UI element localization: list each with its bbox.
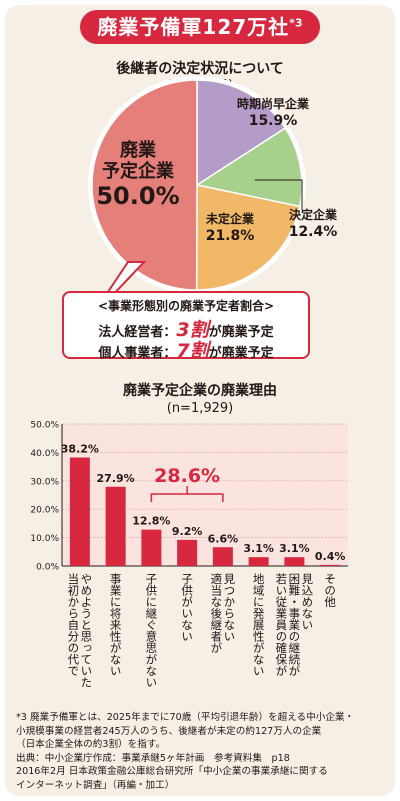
pie-label-jiki-name: 時期尚早企業 bbox=[236, 97, 309, 111]
footnote-line: 2016年2月 日本政策金融公庫総合研究所「中小企業の事業承継に関する bbox=[16, 766, 328, 777]
callout-heading: <事業形態別の廃業予定者割合> bbox=[97, 299, 275, 313]
pie-label-haigyo: 廃業 予定企業 50.0% bbox=[88, 140, 188, 210]
category-label: 事業に将来性がない bbox=[109, 573, 123, 677]
bar-value-label: 9.2% bbox=[172, 525, 203, 538]
bar-4 bbox=[212, 547, 233, 566]
footnote-line: インターネット調査」（再編・加工） bbox=[16, 779, 175, 791]
bar-chart-sample-size: (n=1,929) bbox=[166, 401, 234, 416]
category-label: 子供に継ぐ意思がない bbox=[144, 573, 158, 688]
bar-value-label: 0.4% bbox=[315, 550, 346, 563]
category-label: 適当な後継者が bbox=[209, 572, 223, 653]
pie-value-haigyo: 50.0% bbox=[96, 182, 180, 210]
bar-3 bbox=[177, 539, 198, 566]
footnote-line: （日本企業全体の約3割）を指す。 bbox=[16, 739, 166, 750]
title-banner: 廃業予備軍127万社*3 bbox=[80, 10, 320, 44]
category-label: 子供がいない bbox=[180, 573, 194, 642]
pie-slice-2 bbox=[195, 184, 301, 291]
y-tick-label: 20.0% bbox=[30, 506, 59, 516]
callout-row-corporate: 法人経営者：3割が廃業予定 bbox=[64, 315, 308, 342]
callout-row2-prefix: 個人事業者： bbox=[98, 346, 177, 361]
pie-label-kettei: 決定企業 12.4% bbox=[280, 207, 346, 241]
bar-value-label: 27.9% bbox=[97, 472, 135, 485]
footnote-line: 出典：中小企業庁作成：事業承継5ヶ年計画 参考資料集 p18 bbox=[16, 752, 290, 764]
pie-label-kettei-name: 決定企業 bbox=[288, 208, 337, 222]
y-tick-label: 30.0% bbox=[30, 477, 59, 487]
pie-value-kettei: 12.4% bbox=[288, 224, 338, 240]
category-label: 見つからない bbox=[222, 573, 236, 642]
bar-value-label: 38.2% bbox=[61, 443, 99, 456]
bar-value-label: 6.6% bbox=[208, 532, 239, 545]
pie-label-haigyo-line2: 予定企業 bbox=[102, 161, 174, 182]
business-type-callout: <事業形態別の廃業予定者割合> 法人経営者：3割が廃業予定 個人事業者：7割が廃… bbox=[62, 291, 310, 362]
pie-slice-0 bbox=[196, 79, 287, 187]
callout-row-individual: 個人事業者：7割が廃業予定 bbox=[64, 336, 308, 363]
bar-6 bbox=[284, 557, 305, 566]
category-label: 困難・事業の継続が bbox=[287, 573, 301, 677]
pie-label-haigyo-line1: 廃業 bbox=[120, 140, 156, 161]
pie-value-mitei: 21.8% bbox=[205, 228, 255, 244]
bar-value-label: 3.1% bbox=[279, 542, 310, 555]
footnote-line: 小規模事業の経営者245万人のうち、後継者が未定の約127万人の企業 bbox=[16, 725, 322, 737]
bracket-label: 28.6% bbox=[154, 465, 220, 487]
category-label: 若い従業員の確保が bbox=[274, 573, 288, 677]
category-label: 地域に発展性がない bbox=[252, 573, 266, 677]
bar-value-label: 12.8% bbox=[132, 515, 170, 528]
category-label: 当初から自分の代で bbox=[66, 572, 80, 676]
y-tick-label: 50.0% bbox=[30, 421, 59, 431]
pie-leader-kettei bbox=[255, 179, 303, 210]
callout-row1-value: 3割 bbox=[176, 319, 209, 341]
pie-slice-3 bbox=[91, 79, 198, 291]
bar-0 bbox=[69, 457, 90, 566]
callout-row2-suffix: が廃業予定 bbox=[208, 346, 274, 361]
category-label: その他 bbox=[323, 573, 337, 608]
category-label: 見込めない bbox=[300, 573, 314, 631]
bar-chart-title: 廃業予定企業の廃業理由 bbox=[123, 383, 277, 399]
footnote-line: *3 廃業予備軍とは、2025年までに70歳（平均引退年齢）を超える中小企業・ bbox=[16, 712, 355, 723]
pie-slice-1 bbox=[195, 127, 303, 208]
title-text: 廃業予備軍127万社 bbox=[97, 15, 290, 39]
callout-row2-value: 7割 bbox=[176, 340, 209, 362]
callout-row1-prefix: 法人経営者： bbox=[98, 325, 177, 340]
category-label: やめようと思っていた bbox=[79, 573, 93, 688]
y-tick-label: 0.0% bbox=[36, 563, 59, 573]
pie-label-mitei: 未定企業 21.8% bbox=[200, 211, 260, 245]
footnotes: *3 廃業予備軍とは、2025年までに70歳（平均引退年齢）を超える中小企業・ … bbox=[16, 711, 388, 792]
y-tick-label: 40.0% bbox=[30, 449, 59, 459]
pie-title: 後継者の決定状況について bbox=[116, 61, 284, 77]
pie-value-jiki: 15.9% bbox=[248, 113, 298, 129]
pie-label-jiki: 時期尚早企業 15.9% bbox=[218, 96, 328, 130]
bar-1 bbox=[105, 486, 126, 566]
pie-label-mitei-name: 未定企業 bbox=[205, 212, 254, 226]
bar-value-label: 3.1% bbox=[243, 542, 274, 555]
bar-7 bbox=[320, 564, 341, 566]
y-tick-label: 10.0% bbox=[30, 534, 59, 544]
title-footnote-mark: *3 bbox=[289, 16, 303, 30]
bar-2 bbox=[141, 529, 162, 566]
callout-row1-suffix: が廃業予定 bbox=[208, 325, 274, 340]
bar-5 bbox=[248, 557, 269, 566]
